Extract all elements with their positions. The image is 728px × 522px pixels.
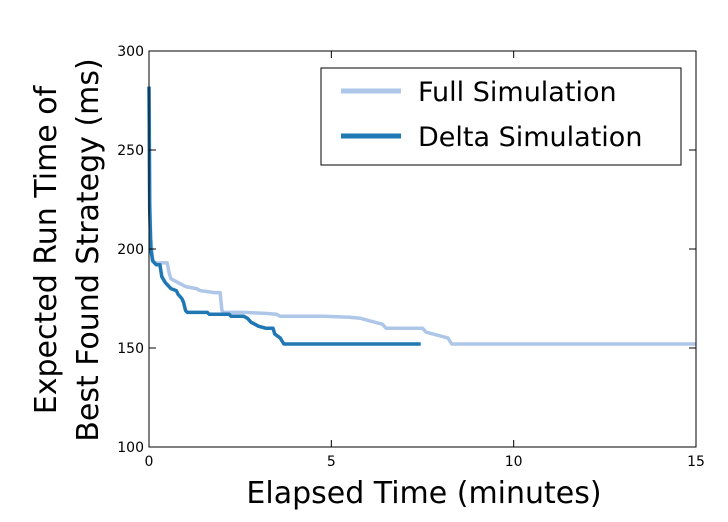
series-layer bbox=[147, 86, 696, 346]
y-axis-title-line-2: Best Found Strategy (ms) bbox=[71, 58, 106, 441]
x-axis-title: Elapsed Time (minutes) bbox=[246, 476, 601, 511]
y-tick-label-200: 200 bbox=[117, 242, 144, 258]
y-tick-label-150: 150 bbox=[117, 341, 144, 357]
legend-box bbox=[320, 67, 682, 166]
y-tick-label-250: 250 bbox=[117, 143, 144, 159]
y-axis-title-line-1: Expected Run Time of bbox=[29, 84, 64, 414]
series-line-full-simulation bbox=[147, 86, 696, 346]
x-tick-label-10: 10 bbox=[505, 454, 523, 470]
x-tick-label-15: 15 bbox=[687, 454, 705, 470]
x-tick-label-5: 5 bbox=[327, 454, 336, 470]
y-tick-label-100: 100 bbox=[117, 440, 144, 456]
legend: Full Simulation Delta Simulation bbox=[320, 67, 682, 166]
y-tick-label-300: 300 bbox=[117, 44, 144, 60]
ticks-layer: 0 5 10 15 100 150 200 250 300 bbox=[117, 44, 705, 470]
x-tick-label-0: 0 bbox=[145, 454, 154, 470]
legend-label-full-simulation: Full Simulation bbox=[418, 77, 617, 108]
series-line-delta-simulation bbox=[147, 86, 421, 346]
legend-label-delta-simulation: Delta Simulation bbox=[418, 122, 642, 153]
